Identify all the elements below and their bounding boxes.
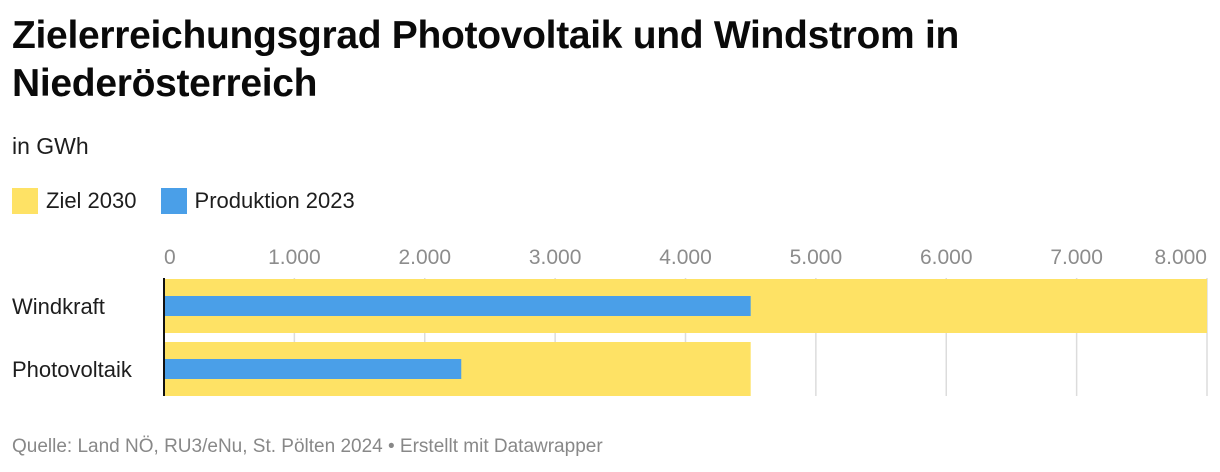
legend-label-produktion: Produktion 2023 (194, 188, 355, 213)
category-label: Windkraft (12, 294, 105, 319)
chart-title: Zielerreichungsgrad Photovoltaik und Win… (12, 14, 960, 105)
category-labels: Windkraft Photovoltaik (12, 294, 133, 382)
x-tick-label: 3.000 (529, 246, 582, 269)
legend-swatch-produktion (160, 188, 187, 214)
legend-label-ziel: Ziel 2030 (46, 188, 137, 213)
bar-produktion-2023 (164, 296, 751, 316)
x-tick-label: 0 (164, 246, 176, 269)
chart-subtitle: in GWh (12, 133, 89, 159)
x-tick-label: 2.000 (398, 246, 451, 269)
legend-item-produktion: Produktion 2023 (160, 188, 355, 214)
x-axis-ticks: 0 1.000 2.000 3.000 4.000 5.000 6.000 7.000 8.00… (164, 246, 1207, 269)
legend-swatch-ziel (12, 188, 38, 214)
category-label: Photovoltaik (12, 357, 133, 382)
x-tick-label: 4.000 (659, 246, 712, 269)
x-tick-label: 6.000 (920, 246, 973, 269)
x-tick-label: 5.000 (790, 246, 843, 269)
source-footer: Quelle: Land NÖ, RU3/eNu, St. Pölten 202… (12, 436, 603, 457)
bars (164, 279, 1207, 396)
x-tick-label: 7.000 (1050, 246, 1103, 269)
x-tick-label: 8.000 (1154, 246, 1207, 269)
bar-produktion-2023 (164, 359, 462, 379)
legend-item-ziel: Ziel 2030 (12, 188, 137, 214)
legend: Ziel 2030 Produktion 2023 (12, 188, 379, 214)
x-tick-label: 1.000 (268, 246, 321, 269)
bar-chart: 0 1.000 2.000 3.000 4.000 5.000 6.000 7.000 8.00… (12, 246, 1208, 396)
